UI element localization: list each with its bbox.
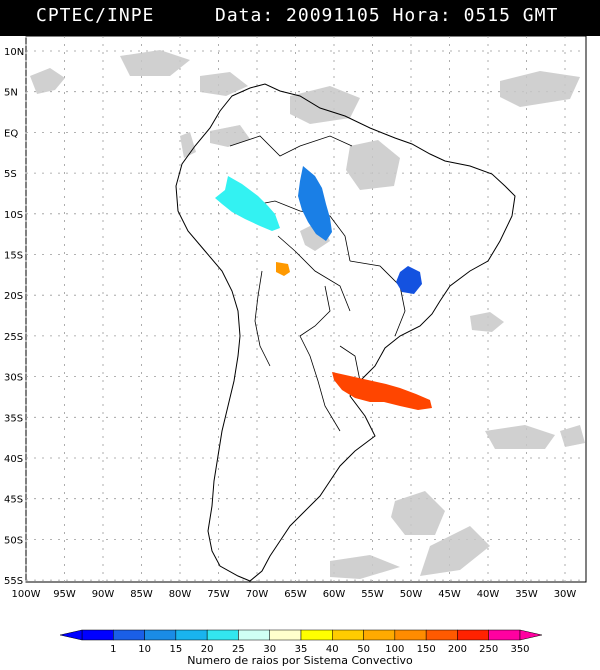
lat-label: 15S — [4, 251, 23, 262]
lat-label: 20S — [4, 291, 23, 302]
convective-system-rio-grande-do-sul — [332, 372, 432, 410]
date-value: 20091105 — [286, 5, 381, 26]
lat-label: 30S — [4, 373, 23, 384]
legend-swatch — [206, 629, 239, 641]
legend-tick: 200 — [448, 644, 467, 655]
legend-swatch — [269, 629, 302, 641]
legend-tick: 350 — [510, 644, 529, 655]
lon-label: 85W — [130, 589, 153, 600]
lon-label: 90W — [92, 589, 115, 600]
legend-swatch — [81, 629, 114, 641]
legend-tick: 25 — [232, 644, 245, 655]
legend-swatch — [113, 629, 145, 641]
legend-tick: 40 — [326, 644, 339, 655]
legend-swatch — [300, 629, 333, 641]
lon-label: 65W — [284, 589, 307, 600]
legend-tick: 10 — [138, 644, 151, 655]
convective-system-minas-gerais — [396, 266, 422, 294]
map-header: CPTEC/INPE Data: 20091105 Hora: 0515 GMT — [0, 0, 600, 36]
legend-swatch — [363, 629, 396, 641]
convective-system-amazon-central — [298, 166, 332, 241]
lat-label: 35S — [4, 413, 23, 424]
legend-tick: 1 — [110, 644, 116, 655]
lon-label: 30W — [554, 589, 577, 600]
convective-system-amazon-west — [215, 176, 280, 231]
color-legend: 1 10 15 20 25 30 35 40 50 100 150 200 250 350 — [59, 629, 543, 655]
lon-label: 60W — [323, 589, 346, 600]
convective-system-bolivia — [276, 262, 290, 276]
legend-title: Numero de raios por Sistema Convectivo — [187, 654, 413, 667]
lat-label: 45S — [4, 495, 23, 506]
lon-label: 35W — [515, 589, 538, 600]
legend-tick: 150 — [417, 644, 436, 655]
lon-label: 95W — [53, 589, 76, 600]
source-label: CPTEC/INPE — [36, 5, 155, 26]
datetime-label: Data: 20091105 Hora: 0515 GMT — [215, 5, 558, 26]
legend-swatch — [488, 629, 521, 641]
lat-label: 25S — [4, 332, 23, 343]
legend-swatch — [238, 629, 270, 641]
legend-swatch — [457, 629, 489, 641]
legend-swatch — [144, 629, 177, 641]
legend-tick: 20 — [201, 644, 214, 655]
lon-label: 50W — [400, 589, 423, 600]
lat-label: 55S — [4, 576, 23, 587]
legend-arrow-right — [519, 629, 543, 641]
longitude-labels: 100W 95W 90W 85W 80W 75W 70W 65W 60W 55W 50W 45W 40W… — [12, 589, 577, 600]
lon-label: 80W — [169, 589, 192, 600]
legend-swatch — [175, 629, 208, 641]
lat-label: 40S — [4, 454, 23, 465]
legend-arrow-left — [59, 629, 83, 641]
time-value: 0515 GMT — [463, 5, 559, 26]
hora-prefix: Hora: — [392, 5, 452, 26]
legend-swatch — [425, 629, 458, 641]
lat-label: EQ — [4, 128, 18, 139]
lon-label: 70W — [246, 589, 269, 600]
lat-label: 10S — [4, 210, 23, 221]
lon-label: 100W — [12, 589, 41, 600]
date-prefix: Data: — [215, 5, 275, 26]
lon-label: 75W — [207, 589, 230, 600]
legend-tick: 100 — [385, 644, 404, 655]
lon-label: 55W — [361, 589, 384, 600]
legend-swatch — [394, 629, 427, 641]
south-america-coastline — [175, 83, 516, 582]
lat-label: 50S — [4, 535, 23, 546]
legend-tick: 30 — [263, 644, 276, 655]
legend-swatch — [332, 629, 364, 641]
lon-label: 45W — [438, 589, 461, 600]
legend-tick: 15 — [169, 644, 182, 655]
legend-tick: 50 — [357, 644, 370, 655]
cloud-cover — [30, 50, 585, 579]
lightning-map: 10N5NEQ5S10S15S20S25S30S35S40S45S50S55S … — [4, 36, 587, 655]
convective-systems — [215, 166, 432, 410]
map-frame — [25, 36, 587, 583]
lat-label: 5S — [4, 169, 17, 180]
legend-tick: 35 — [295, 644, 308, 655]
lon-label: 40W — [477, 589, 500, 600]
latitude-labels: 10N 5N EQ 5S 10S 15S 20S 25S 30S 35S 40S 45S 50S 55S — [4, 47, 24, 587]
lat-label: 5N — [4, 88, 18, 99]
legend-tick: 250 — [479, 644, 498, 655]
lat-label: 10N — [4, 47, 24, 58]
